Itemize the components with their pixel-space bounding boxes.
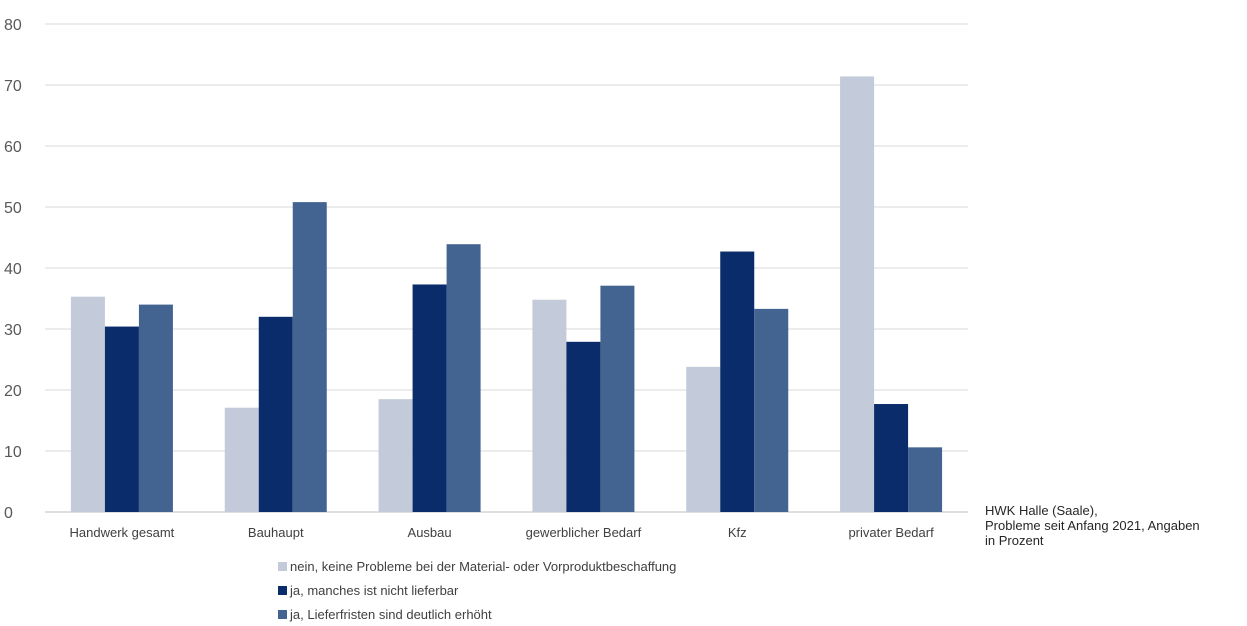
bar [754,308,789,512]
legend-item-longer-delivery: ja, Lieferfristen sind deutlich erhöht [278,602,676,626]
bar [600,285,635,512]
legend-swatch [278,609,287,619]
x-tick-label: Bauhaupt [248,525,304,540]
bar [566,341,601,512]
bar [412,284,447,512]
x-axis-labels: Handwerk gesamt Bauhaupt Ausbau gewerbliche… [70,525,935,540]
gridlines [45,23,968,513]
x-tick-label: Ausbau [408,525,452,540]
legend-swatch [278,561,287,571]
legend-label: nein, keine Probleme bei der Material- o… [290,558,677,574]
y-tick-label: 10 [4,444,22,461]
source-note: HWK Halle (Saale), Probleme seit Anfang … [985,503,1247,548]
legend-swatch [278,585,287,595]
y-tick-label: 40 [4,261,22,278]
bar [686,366,721,512]
bars [70,76,943,513]
bar [292,202,327,512]
source-line: Probleme seit Anfang 2021, Angaben [985,518,1200,533]
bar [840,76,875,513]
bar [138,304,173,512]
bar [908,447,943,512]
x-tick-label: Handwerk gesamt [70,525,175,540]
legend-item-not-available: ja, manches ist nicht lieferbar [278,578,676,602]
bar [532,299,567,512]
source-line: in Prozent [985,533,1044,548]
y-tick-label: 70 [4,78,22,95]
bar [258,316,293,512]
source-line: HWK Halle (Saale), [985,503,1098,518]
bar [720,251,755,512]
y-tick-label: 60 [4,139,22,156]
bar [874,404,909,512]
y-axis-ticks: 0 10 20 30 40 50 60 70 80 [4,17,22,522]
bar [378,399,413,512]
bar [446,244,481,512]
y-tick-label: 50 [4,200,22,217]
y-tick-label: 0 [4,505,13,522]
y-tick-label: 80 [4,17,22,34]
x-tick-label: Kfz [728,525,747,540]
legend-item-no-problems: nein, keine Probleme bei der Material- o… [278,554,676,578]
legend: nein, keine Probleme bei der Material- o… [278,554,676,626]
x-tick-label: gewerblicher Bedarf [526,525,642,540]
y-tick-label: 30 [4,322,22,339]
bar [104,326,139,512]
bar [224,407,259,512]
legend-label: ja, manches ist nicht lieferbar [290,582,459,598]
x-tick-label: privater Bedarf [848,525,934,540]
bar [70,296,105,512]
legend-label: ja, Lieferfristen sind deutlich erhöht [290,606,492,622]
y-tick-label: 20 [4,383,22,400]
